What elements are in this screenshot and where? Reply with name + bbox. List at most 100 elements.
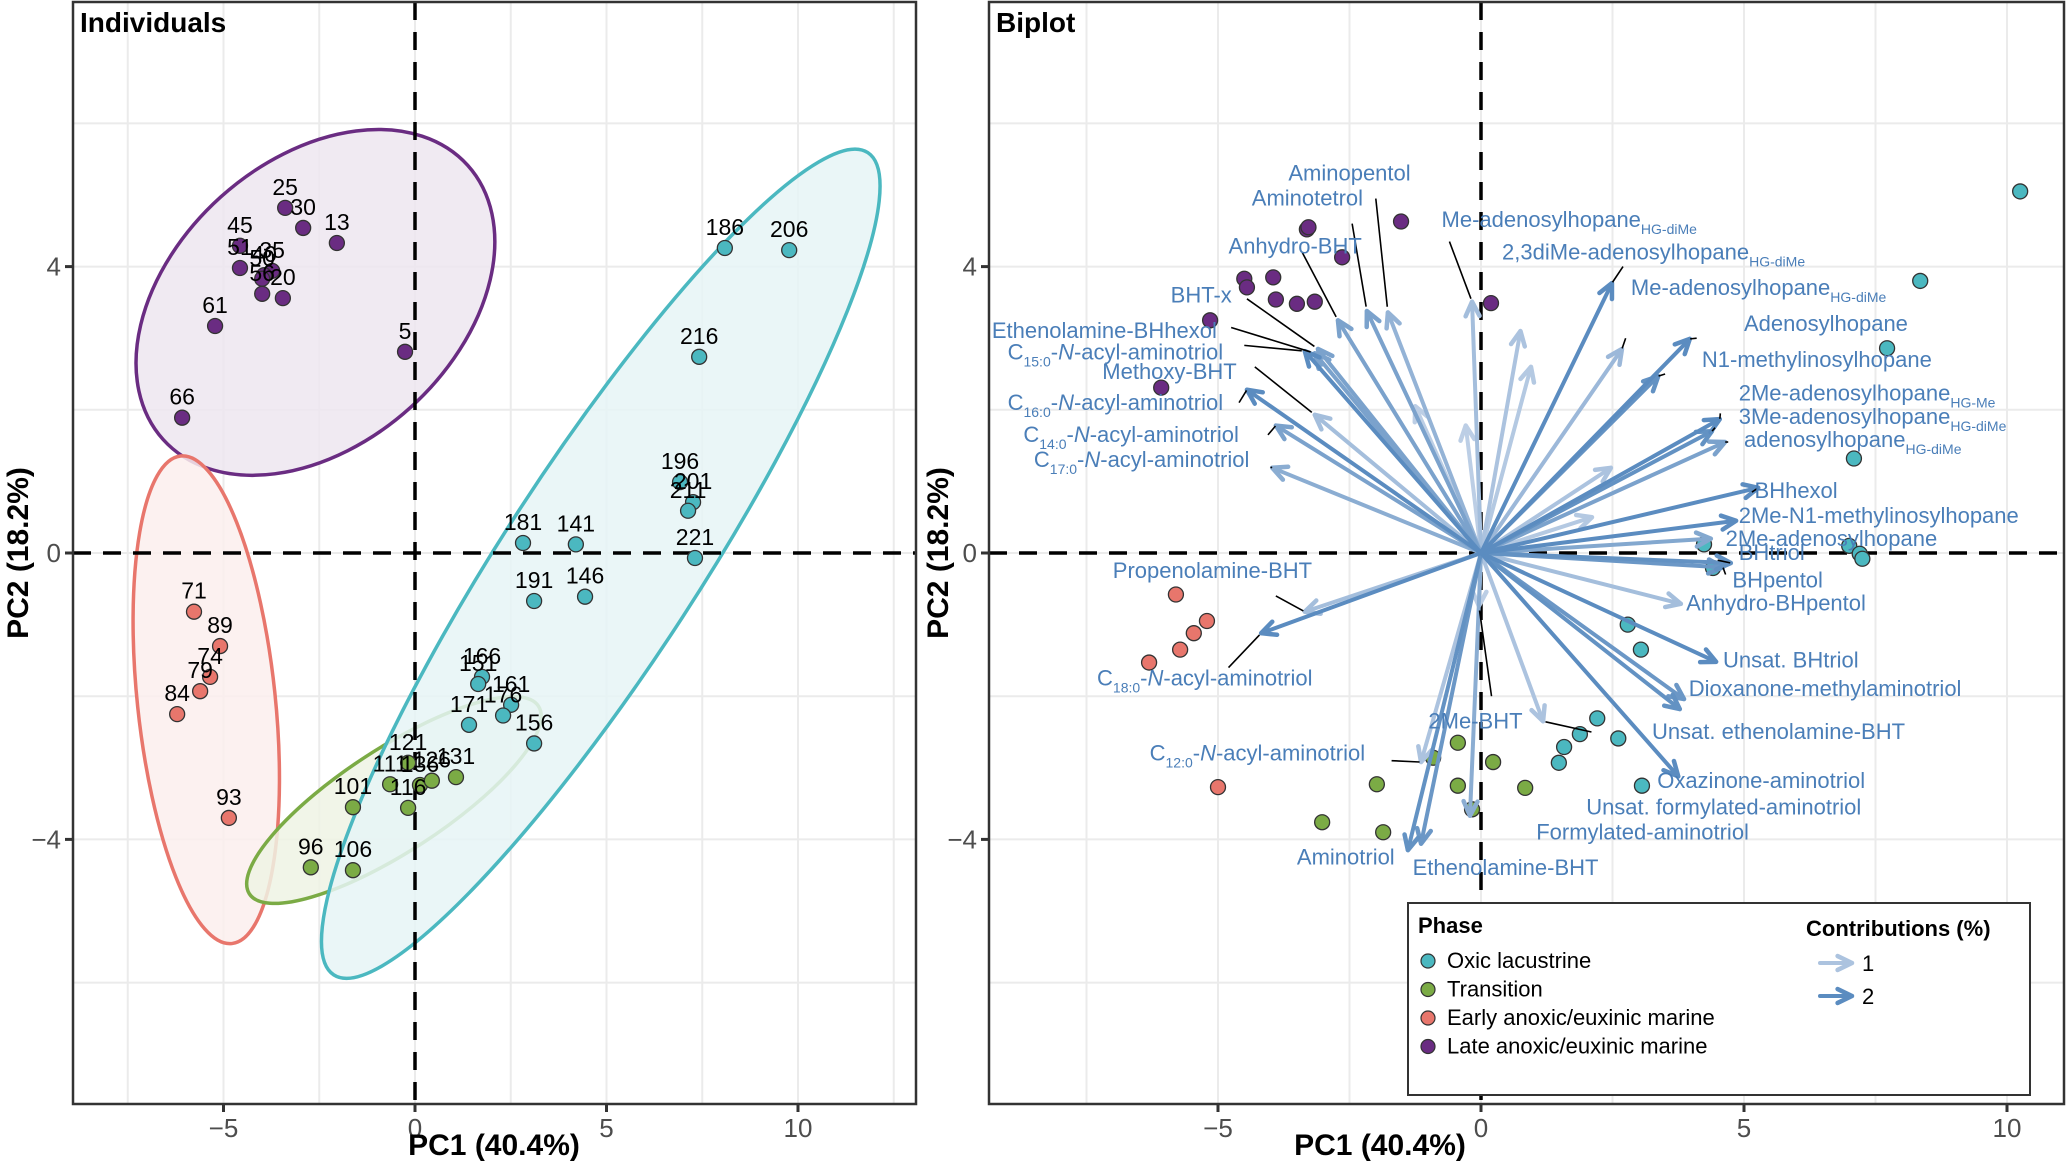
individual-point-label: 50 [249,245,275,271]
variable-label: Propenolamine-BHT [1113,558,1312,583]
variable-arrow-aminopentol [1384,310,1483,555]
biplot-point [1845,450,1863,467]
label-leader-line [1246,298,1315,348]
individual-point-label: 151 [459,650,497,676]
biplot-point [2012,183,2029,200]
individual-point [274,289,292,307]
individual-point [173,409,191,426]
variable-arrow-anhydro-bhpentol [1479,551,1684,610]
variable-label: Formylated-aminotriol [1536,819,1749,844]
individual-point-label: 201 [674,468,712,494]
individual-point-label: 71 [181,578,207,604]
variable-label: 2Me-BHT [1428,708,1522,733]
variable-label: N1-methylinosylhopane [1702,347,1932,372]
biplot-x-tick-label: 10 [1993,1113,2022,1143]
variable-label: C14:0-N-acyl-aminotriol [1023,422,1239,452]
individual-point [344,862,362,879]
variable-arrow-adenosylhopanehg-dime [1479,439,1728,555]
legend-phase-label: Late anoxic/euxinic marine [1447,1034,1707,1059]
legend-box [1407,902,2031,1096]
variable-label: Ethenolamine-BHT [1413,855,1599,880]
confidence-ellipse-early-anoxic-euxinic-marine [131,454,282,946]
variable-label: Adenosylhopane [1744,311,1908,336]
variable-label: C17:0-N-acyl-aminotriol [1034,447,1250,477]
individual-point-label: 30 [290,194,316,220]
variable-label: 2,3diMe-adenosylhopaneHG-diMe [1502,239,1805,269]
individual-point [169,705,186,723]
individual-point-label: 61 [202,292,228,318]
legend-phase-label: Oxic lacustrine [1447,948,1591,973]
individual-point-label: 5 [399,318,412,344]
variable-label: Unsat. formylated-aminotriol [1586,794,1861,819]
individual-point-label: 171 [450,691,488,717]
variable-arrow-bhhexol [1479,482,1761,555]
individual-point [576,588,594,605]
variable-arrow-c16-0-n-acyl-aminotriol [1244,387,1483,555]
legend: Phase Oxic lacustrine Transition Early ano… [1407,902,2031,1096]
biplot-point [1912,272,1929,290]
variable-label: Me-adenosylhopaneHG-diMe [1442,207,1698,237]
label-leader-line [1270,466,1273,469]
individual-point [502,696,520,713]
variable-arrow-bhtriol [1479,551,1734,572]
label-leader-line [1267,425,1277,436]
label-leader-line [1621,337,1627,349]
variable-arrow-c15-0-n-acyl-aminotriol [1302,348,1483,555]
variable-label: C12:0-N-acyl-aminotriol [1150,741,1366,771]
biplot-point [1306,293,1323,310]
individual-point-label: 66 [169,384,195,410]
individuals-y-tick-label: 4 [47,252,61,282]
variable-arrow-adenosylhopane [1479,336,1693,555]
individual-point [470,675,487,693]
variable-label: BHpentol [1732,567,1823,592]
individuals-y-tick-label: −4 [31,824,61,854]
individual-point-label: 79 [187,657,213,683]
individual-point [460,716,478,733]
individual-point-label: 89 [207,612,233,638]
biplot-point [1375,824,1392,841]
individual-point-label: 126 [413,747,451,773]
individual-point [328,234,346,252]
biplot-x-tick-label: −5 [1203,1113,1233,1143]
individual-point-label: 191 [515,567,553,593]
variable-label: BHtriol [1739,540,1805,565]
legend-phase-key [1420,981,1436,998]
variable-label: Anhydro-BHpentol [1686,590,1866,615]
variable-label: Unsat. ethenolamine-BHT [1652,719,1905,744]
individual-point-label: 40 [251,241,277,267]
individual-point [525,735,543,752]
individual-point [447,768,465,786]
label-leader-line [1244,344,1302,352]
variable-arrow-c17-0-n-acyl-aminotriol [1269,464,1483,555]
individual-point [231,259,249,277]
variable-label: adenosylhopaneHG-diMe [1744,427,1962,457]
legend-contrib-label: 2 [1862,984,1874,1009]
individuals-title: Individuals [80,7,226,38]
label-leader-line [1545,721,1592,733]
individual-point-label: 106 [334,836,372,862]
individual-point-label: 101 [334,773,372,799]
individual-point-label: 196 [661,448,699,474]
biplot-point [1238,279,1256,296]
variable-arrow-2-3dime-adenosylhopanehg-dime [1479,280,1615,555]
individual-point [231,237,249,254]
individual-point-label: 116 [390,774,427,800]
legend-contrib-arrow [1818,953,1855,973]
label-leader-line [1722,567,1727,575]
biplot-point [1633,777,1651,794]
individual-point-label: 96 [298,833,324,859]
biplot-point [1267,291,1285,308]
variable-label: Anhydro-BHT [1229,234,1362,259]
individual-point-label: 56 [249,260,275,286]
variable-arrow-unsat-formylated-aminotriol [1479,551,1547,724]
variable-label: BHT-x [1171,282,1232,307]
individual-point [381,776,399,793]
legend-contrib-arrow [1818,986,1855,1006]
individuals-x-tick-label: 5 [599,1113,613,1143]
biplot-point [1632,641,1650,658]
variable-label: Unsat. BHtriol [1723,648,1859,673]
biplot-point [1171,641,1189,658]
legend-phase-key [1420,1038,1436,1055]
biplot-y-axis-title: PC2 (18.2%) [922,467,955,639]
